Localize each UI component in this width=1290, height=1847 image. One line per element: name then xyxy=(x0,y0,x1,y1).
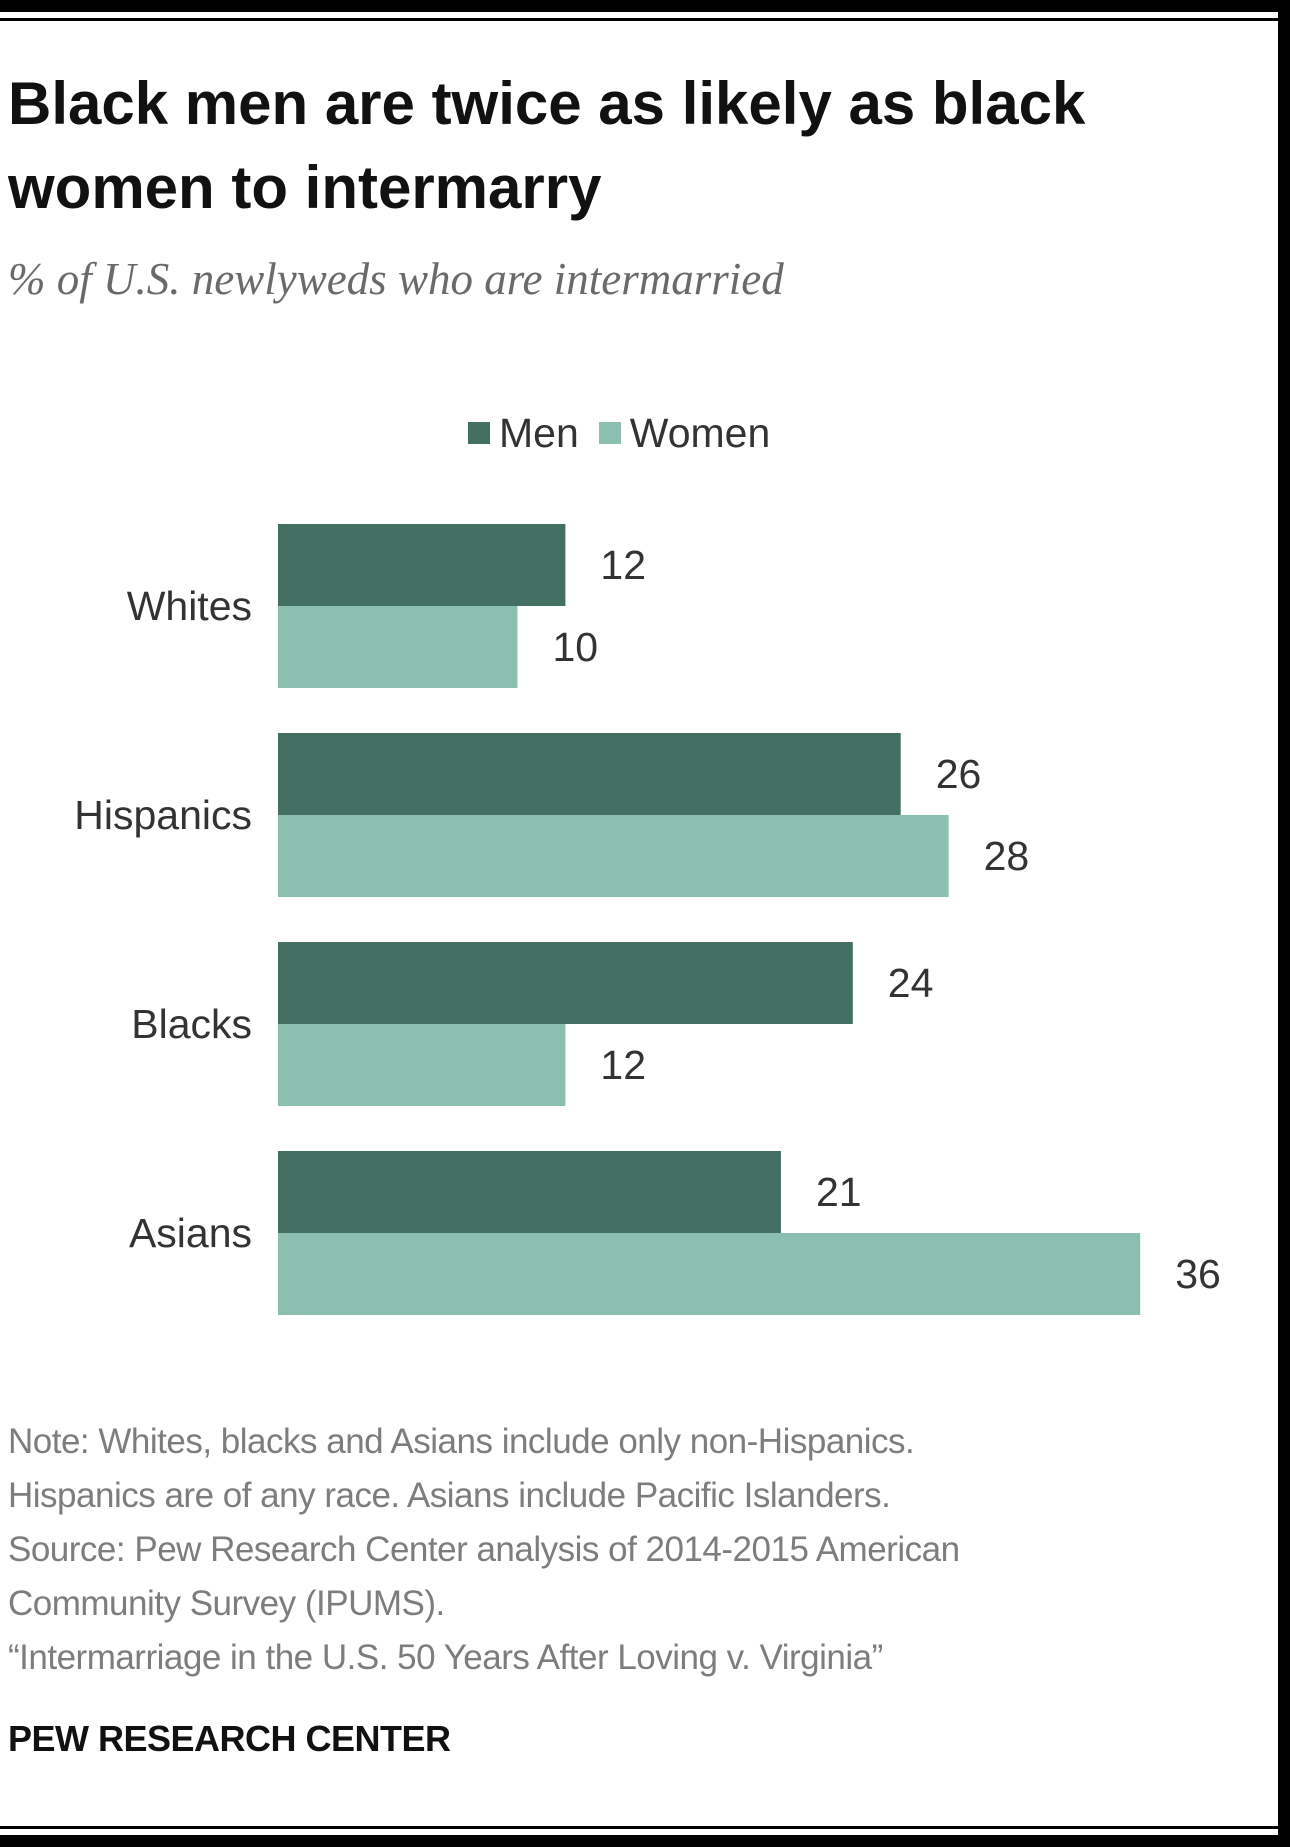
top-rule xyxy=(0,18,1278,21)
bar-hispanics-women xyxy=(278,815,949,897)
value-label-hispanics-men: 26 xyxy=(936,751,982,797)
bar-asians-women xyxy=(278,1233,1141,1315)
value-label-hispanics-women: 28 xyxy=(984,833,1030,879)
legend: Men Women xyxy=(468,408,790,458)
category-label-blacks: Blacks xyxy=(131,1001,252,1047)
legend-label-women: Women xyxy=(629,409,771,456)
source-line-2: Community Survey (IPUMS). xyxy=(8,1584,445,1623)
note-line-2: Hispanics are of any race. Asians includ… xyxy=(8,1476,891,1515)
legend-swatch-women xyxy=(598,422,621,444)
legend-label-men: Men xyxy=(499,409,579,456)
bar-chart: Whites1210Hispanics2628Blacks2412Asians2… xyxy=(74,524,1221,1315)
category-label-asians: Asians xyxy=(129,1210,252,1256)
note-line-1: Note: Whites, blacks and Asians include … xyxy=(8,1422,915,1461)
value-label-blacks-women: 12 xyxy=(600,1042,646,1088)
value-label-whites-men: 12 xyxy=(600,542,646,588)
value-label-asians-men: 21 xyxy=(816,1169,862,1215)
bar-blacks-women xyxy=(278,1024,566,1106)
title-line-2: women to intermarry xyxy=(8,154,602,221)
bar-hispanics-men xyxy=(278,733,901,815)
right-border xyxy=(1278,0,1290,1847)
bar-asians-men xyxy=(278,1151,781,1233)
bar-blacks-men xyxy=(278,942,853,1024)
bottom-rule xyxy=(0,1826,1278,1829)
value-label-whites-women: 10 xyxy=(553,624,599,670)
value-label-asians-women: 36 xyxy=(1175,1251,1221,1297)
report-title-line: “Intermarriage in the U.S. 50 Years Afte… xyxy=(8,1638,883,1677)
value-label-blacks-men: 24 xyxy=(888,960,934,1006)
category-label-whites: Whites xyxy=(127,583,252,629)
legend-item-women: Women xyxy=(598,409,771,457)
title-line-1: Black men are twice as likely as black xyxy=(8,70,1086,137)
chart-title: Black men are twice as likely as black w… xyxy=(8,62,1248,230)
legend-item-men: Men xyxy=(468,410,579,457)
notes: Note: Whites, blacks and Asians include … xyxy=(8,1415,1258,1685)
legend-swatch-men xyxy=(468,422,490,444)
category-label-hispanics: Hispanics xyxy=(74,792,252,838)
bar-whites-men xyxy=(278,524,566,606)
bar-whites-women xyxy=(278,606,518,688)
source-line-1: Source: Pew Research Center analysis of … xyxy=(8,1530,960,1569)
organization-name: PEW RESEARCH CENTER xyxy=(8,1718,451,1759)
chart-subtitle: % of U.S. newlyweds who are intermarried xyxy=(8,254,784,304)
top-border xyxy=(0,0,1290,12)
bottom-border xyxy=(0,1835,1290,1847)
